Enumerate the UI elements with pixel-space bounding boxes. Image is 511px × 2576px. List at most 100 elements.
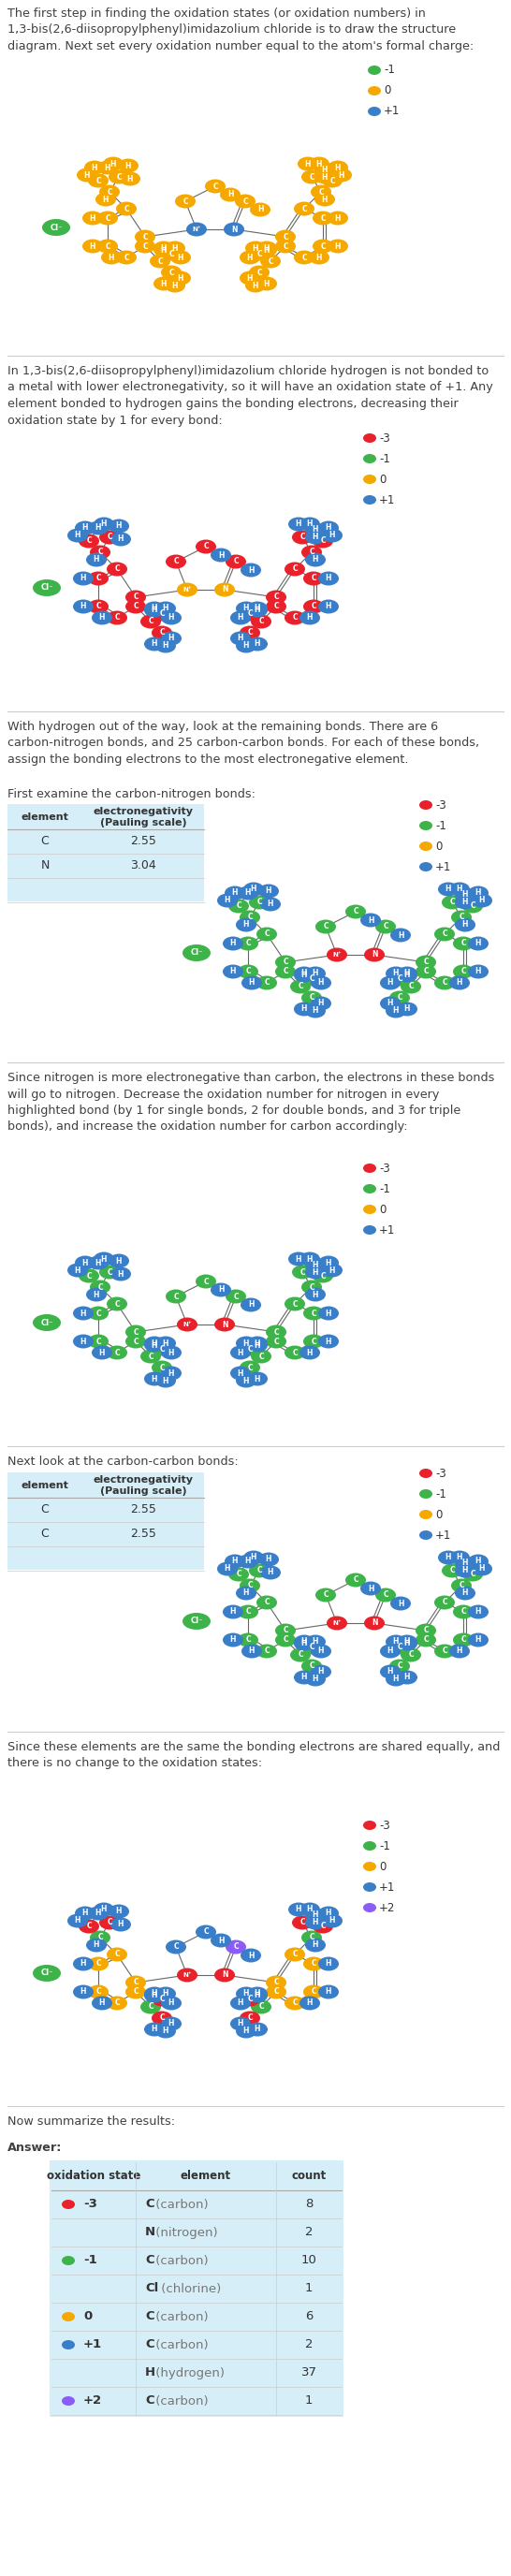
Ellipse shape	[88, 173, 108, 188]
Text: 2: 2	[305, 2226, 313, 2239]
Ellipse shape	[243, 1551, 264, 1564]
Text: H: H	[307, 520, 313, 528]
Ellipse shape	[245, 242, 266, 255]
Ellipse shape	[125, 600, 146, 613]
Text: H: H	[254, 1340, 261, 1347]
Ellipse shape	[228, 899, 249, 912]
Ellipse shape	[217, 894, 238, 907]
Text: H: H	[462, 891, 468, 899]
Text: C: C	[449, 1566, 455, 1574]
Text: 2: 2	[305, 2339, 313, 2352]
Ellipse shape	[241, 1947, 261, 1963]
Text: C: C	[397, 1643, 402, 1651]
Text: C: C	[247, 912, 252, 922]
Ellipse shape	[363, 1206, 376, 1213]
Ellipse shape	[420, 1530, 432, 1540]
Ellipse shape	[401, 979, 421, 994]
Ellipse shape	[375, 1587, 396, 1602]
Ellipse shape	[297, 157, 318, 170]
Text: H: H	[168, 1347, 174, 1358]
Text: H: H	[312, 1940, 318, 1950]
Text: H: H	[393, 1674, 399, 1685]
Text: electronegativity
(Pauling scale): electronegativity (Pauling scale)	[93, 1476, 193, 1497]
Ellipse shape	[94, 1252, 114, 1265]
Text: H: H	[127, 175, 133, 183]
Ellipse shape	[292, 1265, 313, 1280]
Ellipse shape	[462, 1566, 483, 1582]
Ellipse shape	[294, 1669, 314, 1685]
Ellipse shape	[313, 533, 333, 549]
Text: H: H	[267, 899, 273, 909]
Text: C: C	[236, 902, 241, 909]
Ellipse shape	[386, 966, 406, 981]
Ellipse shape	[155, 2025, 176, 2038]
Text: C: C	[309, 994, 314, 1002]
Ellipse shape	[397, 1636, 417, 1649]
Ellipse shape	[318, 1334, 339, 1347]
Text: In 1,3-bis(2,6-diisopropylphenyl)imidazolium chloride hydrogen is not bonded to
: In 1,3-bis(2,6-diisopropylphenyl)imidazo…	[8, 366, 493, 428]
Text: C: C	[247, 629, 252, 636]
Text: 0: 0	[435, 840, 442, 853]
Ellipse shape	[327, 948, 347, 961]
Ellipse shape	[322, 1262, 342, 1278]
Ellipse shape	[223, 1605, 243, 1618]
Ellipse shape	[311, 1664, 331, 1680]
Text: H: H	[312, 533, 318, 541]
Ellipse shape	[161, 1365, 181, 1381]
Text: C: C	[273, 592, 278, 600]
Text: C: C	[203, 544, 208, 551]
Ellipse shape	[99, 1265, 120, 1280]
Ellipse shape	[275, 1623, 296, 1638]
Text: C: C	[243, 196, 248, 206]
Text: H: H	[151, 1989, 157, 1999]
Ellipse shape	[182, 945, 211, 961]
Text: H: H	[118, 536, 124, 544]
Text: C: C	[114, 1950, 120, 1958]
Text: C: C	[292, 1301, 297, 1309]
Ellipse shape	[242, 976, 262, 989]
Text: 0: 0	[379, 474, 386, 484]
Text: H: H	[218, 551, 224, 559]
Text: +2: +2	[379, 1901, 396, 1914]
Text: C: C	[442, 930, 447, 938]
Text: C: C	[311, 603, 316, 611]
Ellipse shape	[67, 528, 88, 544]
Ellipse shape	[238, 1605, 258, 1618]
Ellipse shape	[363, 1842, 376, 1850]
Ellipse shape	[368, 64, 381, 75]
Text: 10: 10	[301, 2254, 317, 2267]
Ellipse shape	[62, 2339, 75, 2349]
Text: H: H	[101, 1255, 107, 1262]
Ellipse shape	[225, 1291, 246, 1303]
Ellipse shape	[166, 1291, 186, 1303]
Ellipse shape	[453, 1633, 474, 1646]
Ellipse shape	[110, 1267, 131, 1280]
Ellipse shape	[240, 1342, 260, 1355]
Ellipse shape	[318, 1958, 339, 1971]
Ellipse shape	[77, 167, 97, 183]
Ellipse shape	[266, 1334, 286, 1347]
Ellipse shape	[88, 600, 108, 613]
Text: H: H	[230, 940, 236, 948]
Ellipse shape	[397, 1636, 417, 1651]
Ellipse shape	[214, 1316, 235, 1332]
Text: H: H	[95, 523, 101, 533]
Ellipse shape	[453, 938, 474, 951]
Text: H: H	[312, 1638, 318, 1646]
Ellipse shape	[152, 608, 172, 621]
Text: H: H	[301, 1638, 307, 1646]
Ellipse shape	[451, 1579, 472, 1592]
Text: H: H	[248, 1301, 254, 1309]
Ellipse shape	[397, 969, 417, 981]
Text: (carbon): (carbon)	[151, 2311, 208, 2324]
Ellipse shape	[88, 572, 108, 585]
Text: H: H	[151, 1376, 157, 1383]
Text: +1: +1	[379, 1224, 396, 1236]
Text: H: H	[232, 1556, 238, 1566]
Ellipse shape	[449, 1643, 470, 1659]
Ellipse shape	[299, 518, 320, 531]
Text: C: C	[408, 1651, 413, 1659]
Text: element: element	[21, 811, 69, 822]
Text: (carbon): (carbon)	[151, 2254, 208, 2267]
Text: H: H	[243, 1989, 249, 1999]
